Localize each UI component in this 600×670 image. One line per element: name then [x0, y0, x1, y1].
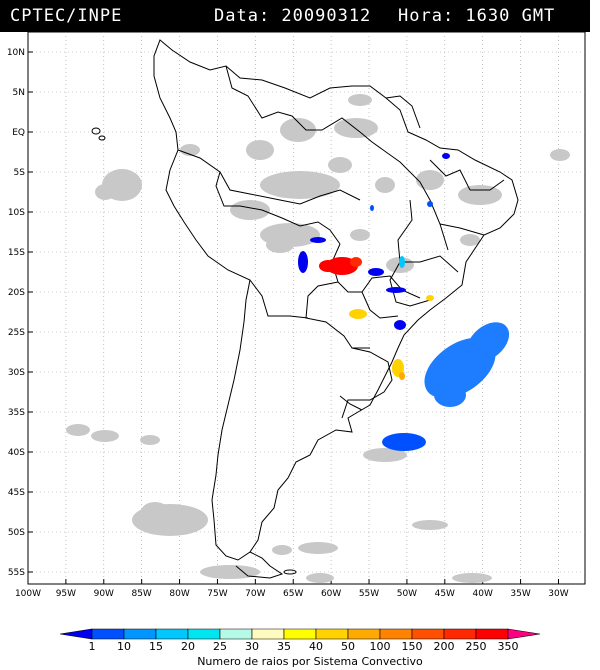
lat-label: 55S	[8, 568, 25, 578]
colorbar-label: 250	[466, 640, 487, 653]
colorbar-segment	[283, 628, 317, 640]
colorbar-labels: 1 10 15 20 25 30 35 40 50 100 150 200 250 350	[89, 640, 519, 653]
lat-label: 20S	[8, 288, 25, 298]
time-label: Hora: 1630 GMT	[398, 6, 556, 26]
lon-label: 65W	[283, 589, 303, 599]
lat-label: EQ	[12, 128, 25, 138]
colorbar	[59, 628, 541, 640]
cloud-cover-areas	[66, 94, 570, 583]
lon-label: 35W	[510, 589, 530, 599]
colorbar-segment	[91, 628, 125, 640]
colorbar-segment	[379, 628, 413, 640]
lon-label: 45W	[435, 589, 455, 599]
lon-label: 55W	[359, 589, 379, 599]
lat-label: 15S	[8, 248, 25, 258]
lat-label: 30S	[8, 368, 25, 378]
islands	[91, 127, 297, 575]
lat-label: 25S	[8, 328, 25, 338]
latitude-labels: 10N 5N EQ 5S 10S 15S 20S 25S 30S 35S 40S 45S 50S 55S	[7, 48, 25, 578]
colorbar-segment	[315, 628, 349, 640]
coastlines-and-borders	[153, 39, 519, 579]
colorbar-segment	[155, 628, 189, 640]
colorbar-segment	[219, 628, 253, 640]
colorbar-label: 30	[245, 640, 259, 653]
colorbar-segment	[443, 628, 477, 640]
lon-label: 30W	[548, 589, 568, 599]
map-header-bar: CPTEC/INPE Data: 20090312 Hora: 1630 GMT	[0, 0, 590, 32]
lightning-cells	[298, 153, 510, 451]
date-label: Data: 20090312	[214, 6, 372, 26]
lat-label: 10S	[8, 208, 25, 218]
lon-label: 50W	[397, 589, 417, 599]
colorbar-label: 50	[341, 640, 355, 653]
lon-label: 90W	[94, 589, 114, 599]
colorbar-label: 350	[498, 640, 519, 653]
colorbar-segment	[411, 628, 445, 640]
lon-label: 85W	[131, 589, 151, 599]
lon-label: 100W	[15, 589, 41, 599]
lon-label: 70W	[245, 589, 265, 599]
colorbar-title: Numero de raios por Sistema Convectivo	[197, 655, 423, 668]
colorbar-label: 25	[213, 640, 227, 653]
lon-label: 95W	[56, 589, 76, 599]
colorbar-segment	[123, 628, 157, 640]
lat-label: 40S	[8, 448, 25, 458]
lat-label: 5N	[13, 88, 25, 98]
colorbar-segment	[251, 628, 285, 640]
lat-label: 5S	[14, 168, 26, 178]
colorbar-segment	[59, 628, 93, 640]
lat-label: 35S	[8, 408, 25, 418]
colorbar-label: 1	[89, 640, 96, 653]
colorbar-label: 100	[370, 640, 391, 653]
colorbar-segment	[347, 628, 381, 640]
longitude-labels: 100W 95W 90W 85W 80W 75W 70W 65W 60W 55W 50W 45W 40W…	[15, 589, 569, 599]
colorbar-label: 200	[434, 640, 455, 653]
colorbar-segment	[507, 628, 541, 640]
colorbar-segment	[475, 628, 509, 640]
colorbar-label: 35	[277, 640, 291, 653]
lon-label: 80W	[169, 589, 189, 599]
source-label: CPTEC/INPE	[10, 6, 123, 26]
lat-label: 50S	[8, 528, 25, 538]
lon-label: 60W	[321, 589, 341, 599]
lon-label: 40W	[473, 589, 493, 599]
colorbar-label: 15	[149, 640, 163, 653]
colorbar-label: 40	[309, 640, 323, 653]
lon-label: 75W	[207, 589, 227, 599]
colorbar-label: 20	[181, 640, 195, 653]
lat-label: 10N	[7, 48, 25, 58]
colorbar-label: 10	[117, 640, 131, 653]
colorbar-label: 150	[402, 640, 423, 653]
lat-label: 45S	[8, 488, 25, 498]
colorbar-segment	[187, 628, 221, 640]
